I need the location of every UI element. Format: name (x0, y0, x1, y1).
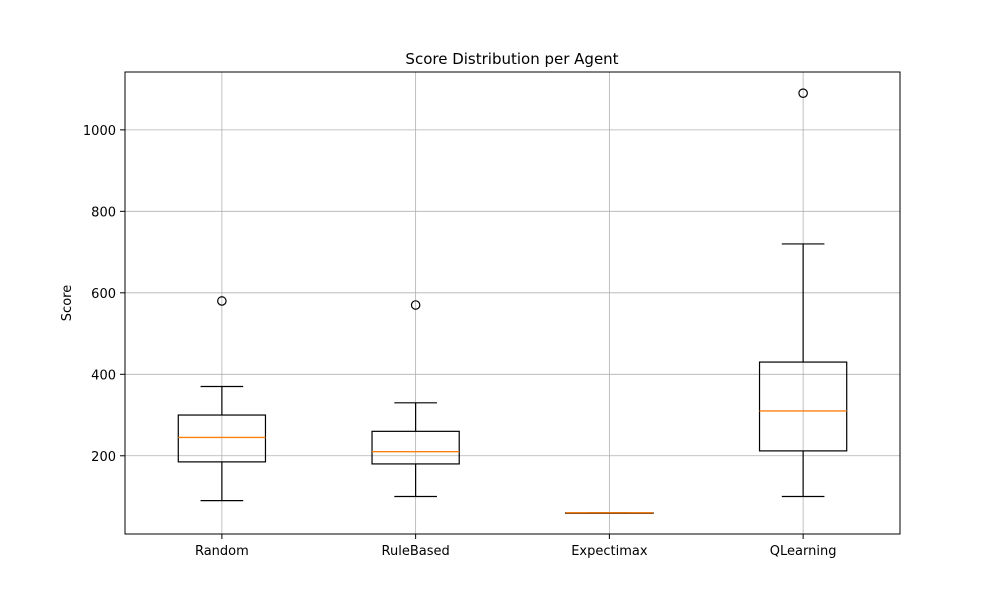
y-tick-label: 600 (91, 287, 116, 302)
outlier-point (217, 296, 227, 306)
iqr-box (371, 430, 460, 465)
outlier-point (410, 300, 421, 310)
iqr-box (758, 361, 848, 452)
box-group-expectimax (565, 512, 654, 514)
x-tick-label: Expectimax (571, 544, 648, 559)
axes-layer: Random RuleBased Expectimax QLearning 200 400… (83, 71, 901, 559)
x-tick-label: RuleBased (382, 544, 450, 559)
plot-frame (124, 71, 901, 535)
chart-title: Score Distribution per Agent (405, 50, 618, 68)
y-axis-label: Score (60, 285, 75, 321)
grid-layer (125, 72, 900, 534)
boxes-layer (177, 88, 848, 514)
y-tick-label: 200 (91, 450, 116, 465)
box-group-qlearning (758, 88, 848, 498)
x-tick-label: QLearning (770, 544, 837, 559)
box-group-random (177, 296, 267, 502)
iqr-box (177, 414, 267, 463)
y-tick-label: 400 (91, 368, 116, 383)
outlier-point (798, 88, 808, 98)
x-tick-label: Random (195, 544, 249, 559)
y-tick-label: 1000 (83, 124, 116, 139)
box-group-rulebased (371, 300, 460, 498)
y-tick-label: 800 (91, 205, 116, 220)
